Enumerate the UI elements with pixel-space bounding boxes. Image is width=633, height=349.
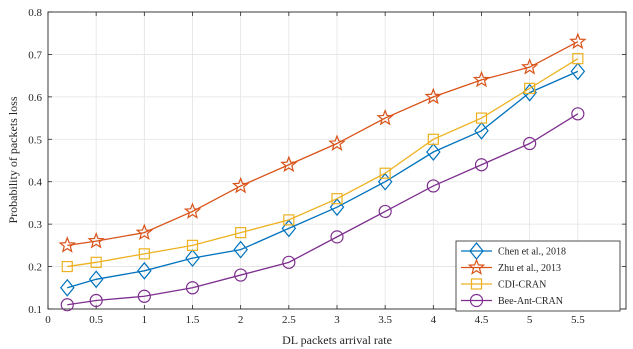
data-point — [60, 298, 74, 312]
x-tick-label: 2.5 — [282, 314, 296, 326]
data-point — [138, 248, 150, 260]
data-point — [524, 82, 536, 94]
data-point — [329, 198, 345, 217]
y-tick-label: 0.6 — [28, 92, 42, 104]
y-tick-label: 0.4 — [28, 177, 42, 189]
legend: Chen et al., 2018 Zhu et al., 2013 CDI-CRA… — [455, 240, 621, 312]
data-point — [569, 32, 587, 50]
data-point — [183, 202, 202, 219]
series-3 — [61, 53, 584, 273]
data-point — [570, 62, 586, 81]
x-tick-label: 4.5 — [475, 314, 489, 326]
data-point — [571, 107, 585, 121]
data-point — [331, 193, 343, 205]
series-2 — [58, 32, 587, 253]
x-tick-label: 0 — [45, 314, 51, 326]
legend-label: Bee-Ant-CRAN — [498, 296, 563, 307]
data-point — [328, 134, 346, 151]
x-tick-label: 0.5 — [89, 314, 103, 326]
series-line — [67, 58, 579, 268]
grid — [48, 12, 626, 309]
x-tick-label: 2 — [238, 314, 244, 326]
data-point — [520, 57, 539, 75]
data-point — [235, 227, 247, 239]
data-point — [61, 260, 73, 273]
legend-entry: Zhu et al., 2013 — [461, 258, 561, 275]
y-tick-label: 0.7 — [28, 49, 42, 61]
data-point — [89, 293, 103, 308]
data-point — [472, 70, 491, 88]
data-point — [281, 219, 297, 238]
data-point — [475, 112, 488, 124]
series-line — [67, 70, 579, 289]
x-tick-label: 1 — [142, 314, 148, 326]
legend-label: CDI-CRAN — [498, 280, 546, 291]
data-point — [572, 53, 584, 65]
y-axis-title: Probability of packets loss — [6, 96, 20, 223]
series-1 — [59, 62, 586, 297]
legend-box — [455, 240, 621, 312]
series-line — [67, 113, 579, 306]
axis-ticks: 0 0.5 1 1.5 2 2.5 3 3.5 4 4.5 5 5.5 0.1 0.2 0.3 0.4 0.5 0… — [28, 7, 626, 326]
data-point — [377, 172, 393, 191]
data-point — [378, 204, 392, 219]
data-point — [135, 223, 154, 241]
data-point — [426, 179, 440, 193]
data-point — [58, 236, 76, 253]
data-point — [523, 136, 537, 151]
x-tick-label: 3 — [334, 314, 340, 326]
x-tick-label: 4 — [431, 314, 437, 326]
legend-marker — [470, 278, 483, 290]
data-point — [330, 230, 344, 244]
y-tick-label: 0.3 — [28, 219, 42, 231]
data-point — [87, 231, 105, 249]
legend-label: Chen et al., 2018 — [498, 247, 566, 258]
data-point — [379, 167, 391, 179]
data-point — [185, 281, 200, 295]
legend-entry: CDI-CRAN — [461, 278, 546, 291]
legend-label: Zhu et al., 2013 — [498, 263, 561, 274]
series-4 — [60, 107, 585, 312]
data-point — [424, 87, 443, 105]
data-point — [137, 261, 152, 280]
data-point — [137, 289, 151, 303]
x-tick-label: 5.5 — [571, 314, 585, 326]
x-axis-title: DL packets arrival rate — [282, 333, 392, 347]
data-point — [234, 268, 248, 282]
data-point — [186, 239, 199, 251]
legend-marker — [467, 258, 486, 275]
x-tick-label: 5 — [527, 314, 533, 326]
data-point — [88, 270, 104, 289]
data-point — [376, 108, 394, 126]
x-tick-label: 3.5 — [378, 314, 392, 326]
x-tick-label: 1.5 — [186, 314, 200, 326]
data-point — [426, 143, 441, 161]
data-point — [59, 278, 75, 297]
data-point — [474, 158, 489, 172]
data-point — [474, 121, 489, 140]
data-point — [185, 249, 200, 268]
data-point — [90, 256, 102, 268]
y-tick-label: 0.1 — [28, 304, 42, 316]
series-group — [58, 32, 587, 312]
legend-marker — [469, 293, 484, 308]
data-point — [522, 83, 537, 102]
data-point — [283, 214, 295, 226]
y-tick-label: 0.8 — [28, 7, 42, 19]
data-point — [280, 155, 298, 173]
y-tick-label: 0.2 — [28, 262, 42, 274]
data-point — [282, 255, 296, 269]
data-point — [427, 133, 439, 145]
data-point — [231, 176, 250, 194]
series-line — [67, 41, 579, 247]
data-point — [233, 240, 248, 259]
legend-entry: Bee-Ant-CRAN — [461, 293, 563, 308]
y-tick-label: 0.5 — [28, 134, 42, 146]
